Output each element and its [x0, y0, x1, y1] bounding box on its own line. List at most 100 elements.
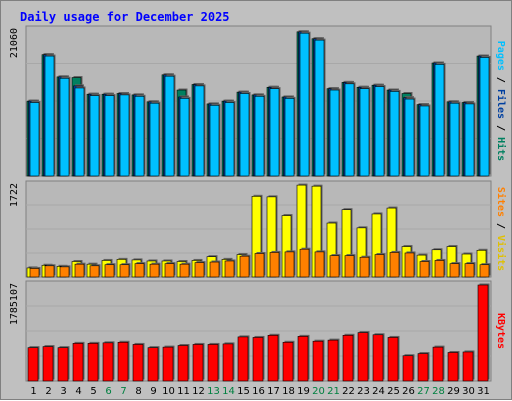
bar-sites — [119, 264, 130, 278]
bar-kbytes — [222, 343, 234, 382]
bar-kbytes — [447, 352, 459, 382]
x-tick-label: 7 — [120, 386, 126, 397]
x-tick-label: 9 — [150, 386, 156, 397]
bar-kbytes — [267, 334, 279, 382]
bar-sites — [314, 251, 325, 278]
x-tick-label: 16 — [252, 386, 265, 397]
bar-pages — [29, 102, 40, 177]
bar-pages — [149, 102, 160, 177]
bar-kbytes — [192, 344, 204, 382]
panel-max-label: 1785107 — [9, 283, 20, 325]
bar-pages — [269, 88, 280, 177]
panel-max-label: 1722 — [9, 183, 20, 207]
x-tick-label: 8 — [135, 386, 141, 397]
bar-sites — [149, 263, 160, 278]
bar-pages — [194, 85, 205, 177]
bar-pages — [434, 64, 445, 177]
bar-kbytes — [417, 353, 429, 382]
x-axis-labels: 1 2 3 4 5 6 7 8 9 10 11 12 13 14 15 16 17 18 19 20 21 22 23 24 2… — [30, 386, 490, 397]
panel-hits-files-pages: 21060 Pages / Files / Hits — [9, 25, 507, 177]
bar-sites — [299, 248, 310, 278]
bar-sites — [479, 264, 490, 278]
bar-sites — [239, 255, 250, 278]
bar-kbytes — [432, 346, 444, 382]
x-tick-label: 29 — [447, 386, 460, 397]
series-pages — [29, 31, 491, 177]
bar-pages — [164, 75, 175, 177]
x-tick-label: 6 — [105, 386, 111, 397]
x-tick-label: 15 — [237, 386, 250, 397]
x-tick-label: 20 — [312, 386, 325, 397]
bar-sites — [134, 263, 145, 278]
bar-sites — [59, 266, 70, 278]
bar-sites — [29, 268, 40, 278]
bar-kbytes — [132, 344, 144, 382]
bar-pages — [329, 89, 340, 177]
bar-sites — [269, 252, 280, 278]
side-label-part: Files — [495, 89, 507, 119]
bar-kbytes — [342, 334, 354, 382]
x-tick-label: 2 — [45, 386, 51, 397]
bar-sites — [374, 254, 385, 278]
bar-sites — [224, 260, 235, 278]
side-label-part: Sites — [495, 187, 507, 217]
x-tick-label: 26 — [402, 386, 415, 397]
x-tick-label: 17 — [267, 386, 280, 397]
panel-kbytes: 1785107 KBytes — [9, 280, 506, 382]
bar-sites — [209, 261, 220, 278]
panel-side-label: KBytes — [495, 313, 506, 349]
bar-pages — [299, 32, 310, 177]
x-tick-label: 25 — [387, 386, 400, 397]
bar-sites — [344, 255, 355, 278]
bar-pages — [479, 57, 490, 177]
bar-kbytes — [387, 337, 399, 382]
bar-sites — [284, 251, 295, 278]
bar-pages — [449, 102, 460, 177]
x-tick-label: 19 — [297, 386, 310, 397]
bar-pages — [59, 77, 70, 177]
bar-kbytes — [147, 347, 159, 382]
bar-kbytes — [117, 341, 129, 382]
x-tick-label: 13 — [207, 386, 220, 397]
side-label-part: / — [495, 119, 506, 137]
side-label-part: Visits — [495, 235, 507, 271]
bar-kbytes — [282, 341, 294, 382]
x-tick-label: 30 — [462, 386, 475, 397]
bar-sites — [389, 252, 400, 278]
bar-kbytes — [102, 342, 114, 382]
bar-kbytes — [462, 351, 474, 382]
side-label-part: / — [495, 217, 506, 235]
bar-sites — [419, 261, 430, 278]
bar-pages — [464, 103, 475, 177]
bar-pages — [209, 104, 220, 177]
bar-kbytes — [327, 339, 339, 382]
bar-pages — [374, 86, 385, 177]
panel-side-label: Pages / Files / Hits — [495, 41, 507, 161]
bar-pages — [314, 39, 325, 177]
bar-pages — [119, 94, 130, 177]
bar-sites — [359, 256, 370, 278]
x-tick-label: 12 — [192, 386, 205, 397]
bar-kbytes — [87, 343, 99, 382]
bar-kbytes — [177, 345, 189, 382]
bar-sites — [254, 253, 265, 278]
bar-kbytes — [207, 344, 219, 382]
x-tick-label: 23 — [357, 386, 370, 397]
bar-sites — [434, 260, 445, 278]
bar-kbytes — [237, 336, 249, 382]
bar-pages — [89, 95, 100, 177]
bar-kbytes — [297, 336, 309, 382]
chart-title: Daily usage for December 2025 — [20, 10, 230, 24]
panel-visits-sites: 1722 Sites / Visits — [9, 180, 507, 278]
bar-kbytes — [372, 334, 384, 382]
x-tick-label: 27 — [417, 386, 430, 397]
bar-sites — [404, 252, 415, 278]
bar-pages — [419, 105, 430, 177]
series-sites — [29, 247, 491, 278]
bar-pages — [404, 98, 415, 177]
x-tick-label: 21 — [327, 386, 340, 397]
bar-pages — [74, 87, 85, 177]
bar-pages — [104, 95, 115, 177]
